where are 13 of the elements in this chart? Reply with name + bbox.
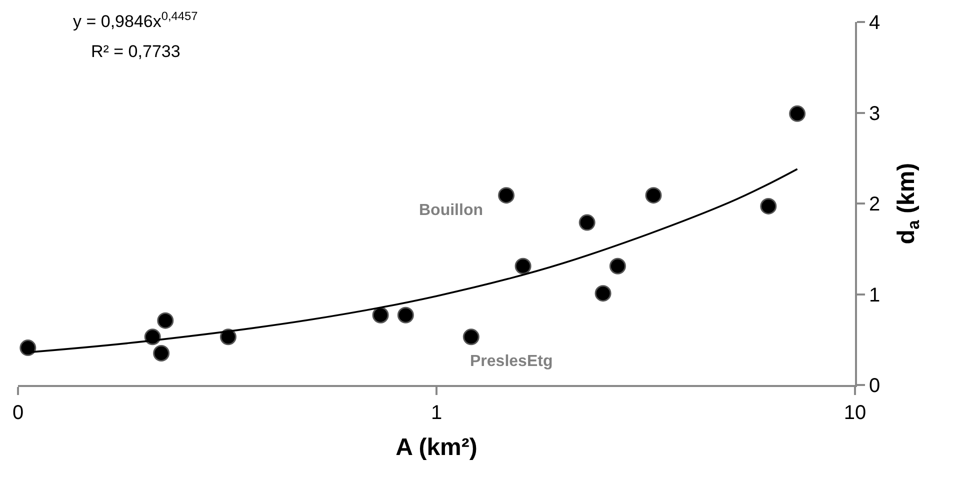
y-tick-label: 0 bbox=[869, 375, 880, 397]
annotation: Bouillon bbox=[419, 202, 483, 219]
y-tick-label: 1 bbox=[869, 284, 880, 306]
x-tick-label: 0 bbox=[12, 402, 24, 424]
y-tick-label: 2 bbox=[869, 194, 880, 216]
annotation: R² = 0,7733 bbox=[91, 42, 180, 61]
annotation: PreslesEtg bbox=[470, 353, 553, 370]
annotation: y = 0,9846x$^{0,4457}$ bbox=[73, 9, 198, 32]
y-tick-label: 4 bbox=[869, 12, 880, 34]
x-axis-title: A (km²) bbox=[396, 434, 478, 461]
y-tick-label: 3 bbox=[869, 102, 880, 125]
x-tick-label: 10 bbox=[844, 402, 866, 424]
x-tick-label: 1 bbox=[430, 402, 442, 424]
